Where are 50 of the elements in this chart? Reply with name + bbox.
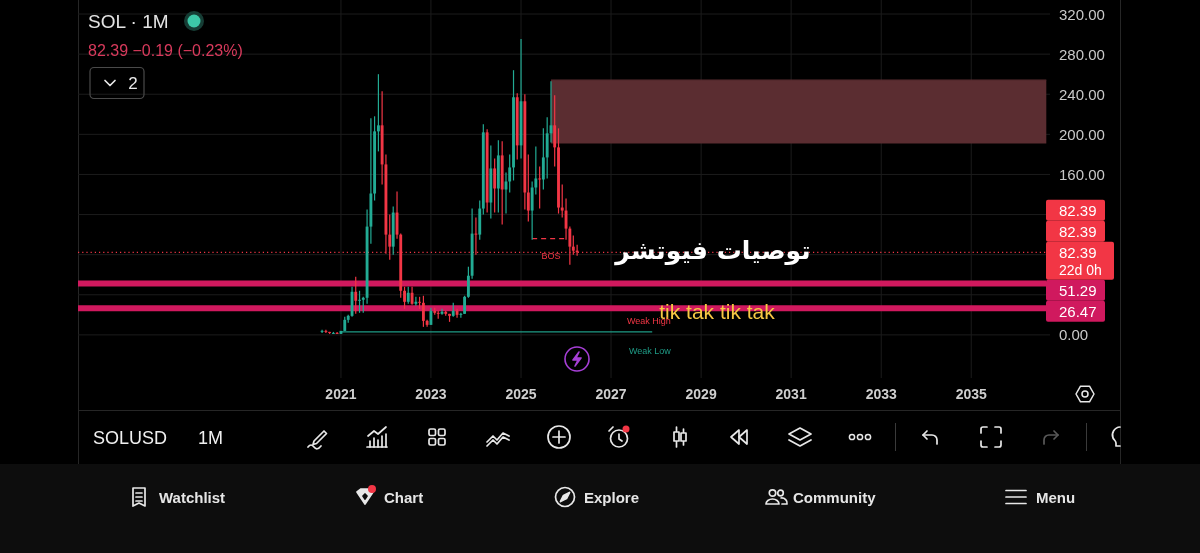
text: Watchlist [159,488,226,506]
ref-line-label: 26.47 [1059,302,1097,320]
text: Community [793,488,877,506]
x-tick-label: 2021 [325,386,357,402]
candlestick [512,69,515,182]
text: Explore [584,488,640,506]
candlestick [538,165,542,210]
candlestick [335,331,339,335]
y-tick-label: 240.00 [1059,85,1105,103]
text: 82.39 [1059,222,1097,240]
y-tick-label: 320.00 [1059,5,1105,23]
x-tick-label: 2035 [955,386,988,402]
text: SOL · 1M [88,10,169,32]
annotation: Weak High [627,316,671,326]
annotation: Weak Low [629,346,672,356]
y-tick-label: 0.00 [1059,326,1089,344]
x-tick-label: 2029 [685,386,717,402]
candlestick [414,296,418,307]
candlestick [463,295,467,315]
candlestick [358,290,361,314]
y-tick-label: 160.00 [1059,165,1105,183]
ref-line-label: 51.29 [1059,281,1097,299]
candlestick [553,94,557,168]
candlestick [376,73,380,152]
annotation: 2 [128,73,138,93]
x-tick-label: 2027 [595,386,627,402]
text: Chart [384,488,424,506]
candlestick [493,157,497,214]
text: 82.39 [1059,201,1097,219]
annotation: توصيات فيوتشر [613,235,811,266]
text: 1M [198,428,224,448]
candlestick [448,313,451,323]
candlestick [354,276,358,315]
candlestick [320,329,324,334]
x-tick-label: 2031 [775,386,807,402]
text: SOLUSD [93,428,168,448]
candlestick [557,127,560,215]
candlestick [541,127,545,191]
text: 22d 0h [1059,261,1102,278]
text: 82.39 −0.19 (−0.23%) [88,41,243,59]
x-tick-label: 2023 [415,386,447,402]
ref-line-label: 82.39 [1059,243,1097,261]
text: Menu [1036,488,1076,506]
annotation: BOS [541,250,561,261]
x-tick-label: 2025 [505,386,537,402]
y-tick-label: 200.00 [1059,125,1105,143]
x-tick-label: 2033 [865,386,898,402]
candlestick [403,286,406,310]
candlestick [410,286,414,306]
y-tick-label: 280.00 [1059,45,1105,63]
